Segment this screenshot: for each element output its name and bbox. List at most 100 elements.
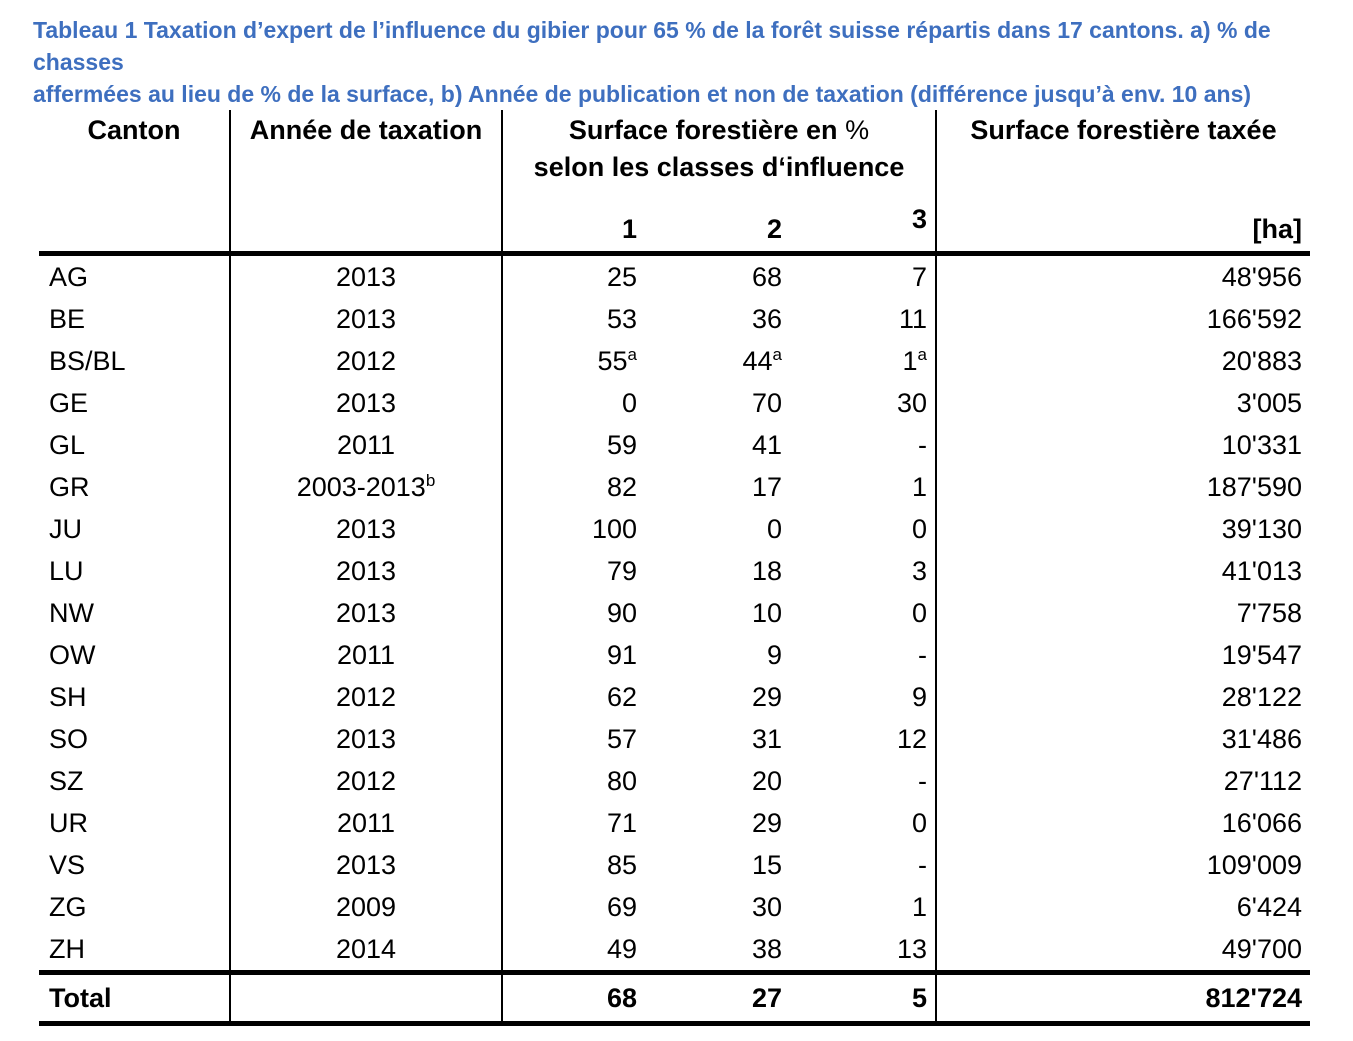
area-cell: 28'122	[1221, 681, 1303, 712]
class3-cell: 1a	[791, 340, 938, 382]
class3-cell: 1	[791, 886, 938, 928]
class3-cell: 12	[791, 718, 938, 760]
header-row-main: Canton Année de taxation Surface foresti…	[39, 110, 1310, 204]
total-label: Total	[39, 970, 231, 1026]
total-row: Total 68 27 5 812'724	[39, 970, 1311, 1026]
class1-cell: 49	[606, 933, 637, 964]
area-cell: 39'130	[1221, 513, 1303, 544]
header-row-sub: 1 2 3 [ha]	[39, 204, 1311, 256]
class2-cell: 70	[751, 387, 782, 418]
canton-cell: SZ	[39, 760, 231, 802]
header-classes-line1: Surface forestière en	[568, 115, 838, 145]
class2-cell: 31	[751, 723, 782, 754]
area-cell: 19'547	[1221, 639, 1303, 670]
total-class1: 68	[502, 970, 646, 1026]
table-row: LU 2013 79 18 3 41'013	[39, 550, 1310, 592]
class2-cell: 18	[751, 555, 782, 586]
canton-cell: BS/BL	[39, 340, 231, 382]
class1-cell: 91	[606, 639, 637, 670]
header-class2: 2	[646, 204, 791, 256]
canton-cell: ZG	[39, 886, 231, 928]
class3-cell: 0	[791, 592, 938, 634]
area-cell: 20'883	[1221, 345, 1303, 376]
class1-cell: 71	[606, 807, 637, 838]
table-caption: Tableau 1 Taxation d’expert de l’influen…	[33, 14, 1323, 110]
class1-cell: 59	[606, 429, 637, 460]
canton-cell: ZH	[39, 928, 231, 973]
header-classes-line2: selon les classes d‘influence	[533, 152, 905, 182]
canton-cell: VS	[39, 844, 231, 886]
table-row: SO 2013 57 31 12 31'486	[39, 718, 1310, 760]
class2-cell: 0	[766, 513, 782, 544]
table-row: GR 2003-2013b 82 17 1 187'590	[39, 466, 1310, 508]
class2-cell: 41	[751, 429, 782, 460]
canton-cell: GE	[39, 382, 231, 424]
area-cell: 27'112	[1223, 765, 1303, 796]
year-cell: 2013	[230, 550, 503, 592]
class1-cell: 69	[606, 891, 637, 922]
year-cell: 2013	[230, 253, 503, 298]
table-row: VS 2013 85 15 - 109'009	[39, 844, 1310, 886]
class1-cell: 80	[606, 765, 637, 796]
header-canton: Canton	[39, 110, 231, 204]
area-cell: 109'009	[1206, 849, 1303, 880]
class3-cell: 7	[791, 253, 938, 298]
caption-line2: affermées au lieu de % de la surface, b)…	[33, 81, 1252, 107]
header-area: Surface forestière taxée	[970, 115, 1277, 145]
total-area: 812'724	[936, 970, 1311, 1026]
class3-cell: -	[791, 760, 938, 802]
class2-cell: 9	[766, 639, 782, 670]
canton-cell: SO	[39, 718, 231, 760]
header-area-unit: [ha]	[936, 204, 1311, 256]
class2-cell: 30	[751, 891, 782, 922]
canton-cell: JU	[39, 508, 231, 550]
year-cell: 2014	[230, 928, 503, 973]
class1-cell: 25	[606, 261, 637, 292]
year-cell: 2012	[230, 676, 503, 718]
area-cell: 187'590	[1206, 471, 1303, 502]
area-cell: 7'758	[1236, 597, 1303, 628]
canton-cell: BE	[39, 298, 231, 340]
class2-cell: 15	[751, 849, 782, 880]
total-year-cell	[230, 970, 503, 1026]
class3-cell: 1	[791, 466, 938, 508]
year-cell: 2013	[230, 592, 503, 634]
year-cell: 2013	[230, 508, 503, 550]
canton-cell: AG	[39, 253, 231, 298]
table-body: AG 2013 25 68 7 48'956 BE 2013 53 36 11 …	[39, 253, 1310, 973]
class3-cell: 13	[791, 928, 938, 973]
table-row: BE 2013 53 36 11 166'592	[39, 298, 1310, 340]
area-cell: 16'066	[1221, 807, 1303, 838]
class3-cell: 0	[791, 508, 938, 550]
header-class3-label: 3	[911, 204, 928, 234]
year-cell: 2009	[230, 886, 503, 928]
header-classes-pct: %	[845, 115, 870, 145]
table-row: GE 2013 0 70 30 3'005	[39, 382, 1310, 424]
total-class2: 27	[646, 970, 791, 1026]
class2-cell: 29	[751, 807, 782, 838]
class1-cell: 82	[606, 471, 637, 502]
class3-cell: 11	[791, 298, 938, 340]
table-row: JU 2013 100 0 0 39'130	[39, 508, 1310, 550]
header-spacer-canton	[39, 204, 231, 256]
canton-cell: GL	[39, 424, 231, 466]
area-cell: 31'486	[1221, 723, 1303, 754]
class2-cell: 20	[751, 765, 782, 796]
year-cell: 2013	[230, 298, 503, 340]
canton-cell: GR	[39, 466, 231, 508]
table-footer: Total 68 27 5 812'724	[39, 970, 1311, 1026]
class2-cell: 17	[751, 471, 782, 502]
area-cell: 48'956	[1221, 261, 1303, 292]
class1-cell: 90	[606, 597, 637, 628]
class3-cell: -	[791, 844, 938, 886]
class1-cell: 57	[606, 723, 637, 754]
table-row: BS/BL 2012 55a 44a 1a 20'883	[39, 340, 1310, 382]
table-row: ZG 2009 69 30 1 6'424	[39, 886, 1310, 928]
class3-cell: 0	[791, 802, 938, 844]
area-cell: 41'013	[1221, 555, 1303, 586]
header-class3: 3	[791, 204, 938, 256]
year-cell: 2012	[230, 340, 503, 382]
year-cell: 2003-2013b	[230, 466, 503, 508]
canton-cell: LU	[39, 550, 231, 592]
class1-cell: 62	[606, 681, 637, 712]
